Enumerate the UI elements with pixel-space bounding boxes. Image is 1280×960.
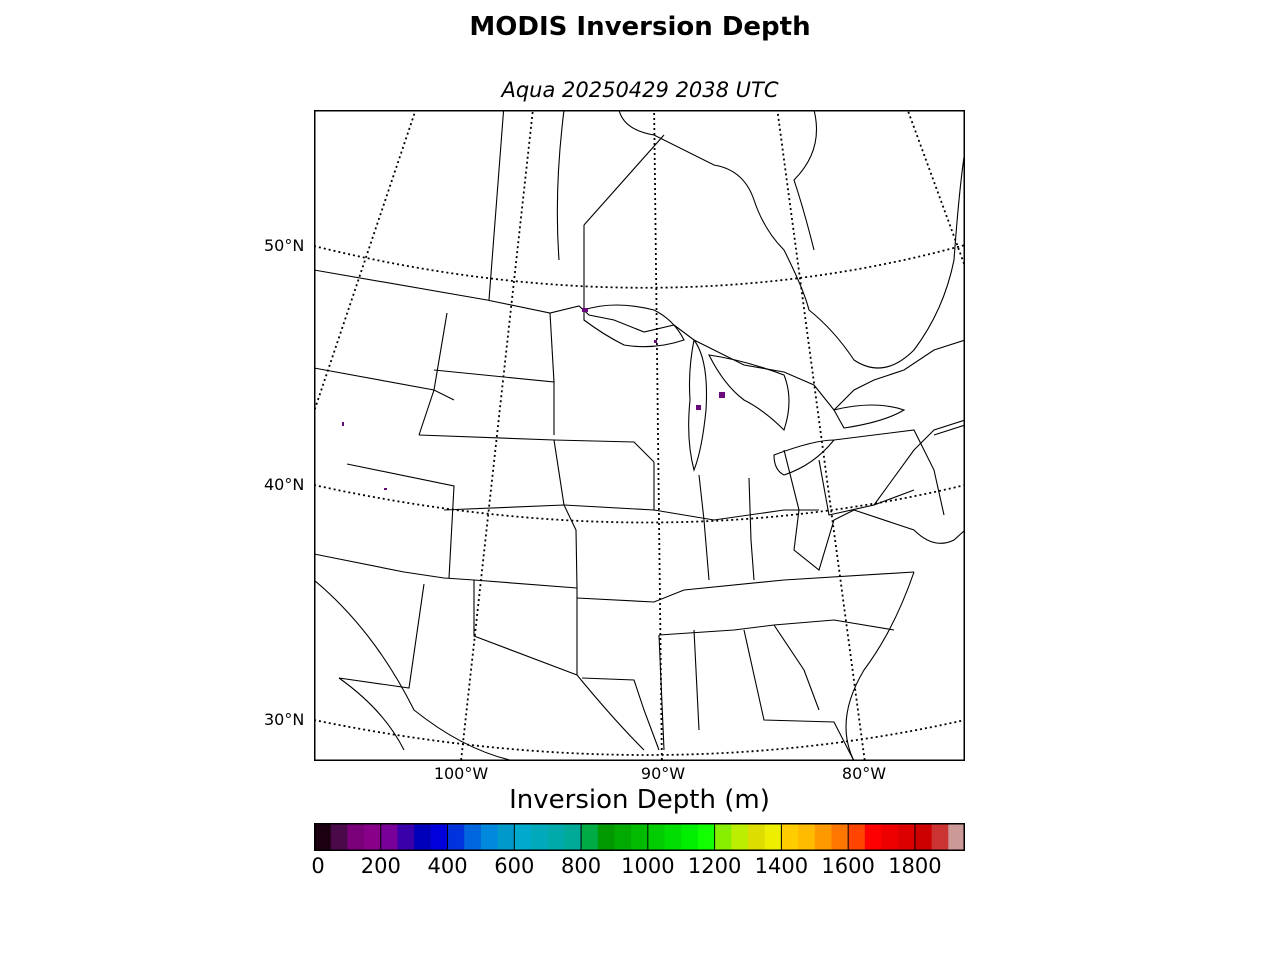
colorbar-swatch <box>447 823 465 851</box>
parallel-lines <box>314 244 965 756</box>
colorbar-swatch <box>397 823 415 851</box>
colorbar-swatch <box>948 823 965 851</box>
colorbar-swatch <box>414 823 432 851</box>
colorbar-tick-label: 400 <box>427 854 468 878</box>
colorbar-swatch <box>531 823 549 851</box>
colorbar-swatch <box>614 823 632 851</box>
colorbar-swatch <box>798 823 816 851</box>
colorbar-tick-label: 1800 <box>888 854 942 878</box>
colorbar-swatch <box>430 823 449 851</box>
map-frame <box>314 110 965 761</box>
colorbar-swatch <box>814 823 833 851</box>
colorbar-swatch <box>831 823 849 851</box>
lon-label-100w: 100°W <box>433 764 489 783</box>
colorbar-swatch <box>864 823 883 851</box>
colorbar-swatch <box>681 823 699 851</box>
colorbar-swatch <box>581 823 599 851</box>
colorbar-swatch <box>364 823 382 851</box>
colorbar-tick-label: 800 <box>561 854 602 878</box>
colorbar-swatch <box>764 823 782 851</box>
colorbar-tick-label: 0 <box>311 854 325 878</box>
colorbar-swatch <box>848 823 866 851</box>
colorbar-swatch <box>380 823 399 851</box>
colorbar-swatch <box>748 823 766 851</box>
colorbar-swatch <box>547 823 565 851</box>
colorbar-swatch <box>564 823 582 851</box>
boundaries <box>314 110 965 761</box>
colorbar-swatch <box>597 823 616 851</box>
lat-label-40n: 40°N <box>264 475 305 494</box>
colorbar-swatch <box>914 823 933 851</box>
colorbar-swatch <box>931 823 949 851</box>
colorbar-swatch <box>697 823 716 851</box>
lon-label-80w: 80°W <box>841 764 887 783</box>
colorbar <box>314 823 965 851</box>
colorbar-swatch <box>881 823 899 851</box>
colorbar-swatch <box>514 823 532 851</box>
colorbar-swatch <box>664 823 682 851</box>
colorbar-swatch <box>781 823 799 851</box>
colorbar-swatch <box>898 823 916 851</box>
colorbar-swatch <box>631 823 649 851</box>
colorbar-frame <box>314 823 965 851</box>
lon-label-90w: 90°W <box>640 764 686 783</box>
map-plot <box>314 110 965 761</box>
colorbar-swatch <box>464 823 482 851</box>
colorbar-title: Inversion Depth (m) <box>509 785 770 815</box>
colorbar-swatch <box>314 823 332 851</box>
colorbar-swatch <box>497 823 515 851</box>
colorbar-swatch <box>731 823 749 851</box>
colorbar-tick-label: 1600 <box>821 854 875 878</box>
colorbar-tick-label: 1200 <box>687 854 742 878</box>
lat-label-50n: 50°N <box>264 236 305 255</box>
colorbar-swatch <box>714 823 732 851</box>
colorbar-tick-label: 600 <box>494 854 535 878</box>
colorbar-tick-label: 200 <box>360 854 401 878</box>
colorbar-swatch <box>647 823 666 851</box>
colorbar-swatch <box>347 823 365 851</box>
colorbar-tick-label: 1000 <box>621 854 675 878</box>
colorbar-swatch <box>330 823 348 851</box>
colorbar-swatch <box>480 823 499 851</box>
colorbar-tick-label: 1400 <box>754 854 809 878</box>
chart-subtitle: Aqua 20250429 2038 UTC <box>501 78 779 102</box>
data-specks <box>342 308 725 490</box>
lat-label-30n: 30°N <box>264 710 305 729</box>
chart-title: MODIS Inversion Depth <box>469 12 811 42</box>
